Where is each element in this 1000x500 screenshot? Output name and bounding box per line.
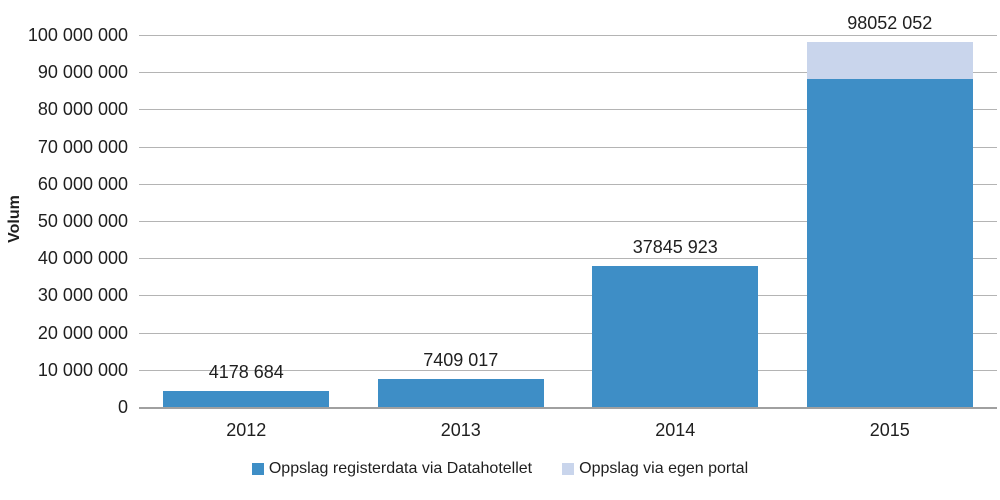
gridline	[139, 183, 997, 185]
gridline	[139, 258, 997, 260]
x-axis-label: 2013	[440, 420, 481, 440]
y-tick-label: 0	[117, 397, 128, 417]
x-axis-label: 2012	[226, 420, 267, 440]
legend-item: Oppslag registerdata via Datahotellet	[251, 459, 533, 479]
y-tick-label: 30 000 000	[37, 285, 128, 306]
legend-swatch	[251, 463, 264, 475]
gridline	[139, 109, 997, 111]
gridline	[139, 72, 997, 74]
y-tick-label: 90 000 000	[37, 62, 128, 83]
bar-group	[163, 391, 330, 407]
bar-segment-datahotellet	[806, 78, 973, 407]
bar-value-label: 98052 052	[847, 13, 933, 34]
legend-label: Oppslag via egen portal	[579, 460, 749, 477]
bar-segment-datahotellet	[377, 379, 544, 407]
bar-segment-datahotellet	[592, 266, 759, 407]
gridline	[139, 295, 997, 297]
y-tick-label: 70 000 000	[37, 136, 128, 157]
bar-segment-datahotellet	[163, 391, 330, 407]
legend-swatch	[562, 463, 575, 475]
legend-item: Oppslag via egen portal	[562, 459, 748, 479]
x-axis-label: 2015	[869, 420, 910, 440]
gridline	[139, 146, 997, 148]
gridline	[139, 369, 997, 371]
y-tick-label: 50 000 000	[37, 211, 128, 231]
bar-group	[806, 42, 973, 407]
gridline	[139, 35, 997, 36]
y-tick-label: 10 000 000	[37, 359, 128, 380]
x-axis-label: 2014	[655, 420, 696, 440]
y-tick-label: 60 000 000	[37, 173, 128, 194]
legend: Oppslag registerdata via Datahotellet Opp…	[0, 459, 1000, 479]
plot-area	[139, 35, 997, 409]
gridline	[139, 221, 997, 222]
y-tick-label: 80 000 000	[37, 99, 128, 120]
bar-group	[377, 379, 544, 407]
bar-value-label: 4178 684	[208, 362, 284, 383]
bar-segment-egen-portal	[806, 42, 973, 79]
bar-value-label: 37845 923	[632, 237, 718, 258]
bar-group	[592, 266, 759, 407]
gridline	[139, 332, 997, 334]
legend-label: Oppslag registerdata via Datahotellet	[268, 460, 533, 477]
y-tick-label: 20 000 000	[37, 322, 128, 343]
y-tick-label: 100 000 000	[27, 25, 128, 45]
y-tick-label: 40 000 000	[37, 248, 128, 269]
bar-value-label: 7409 017	[423, 350, 499, 371]
